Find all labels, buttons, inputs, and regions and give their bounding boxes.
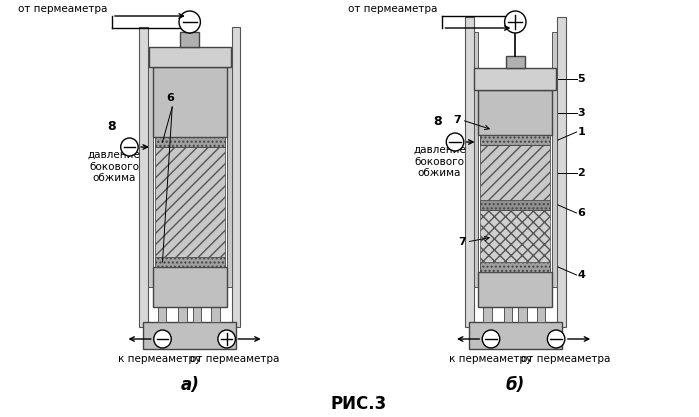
Bar <box>475 68 556 90</box>
Bar <box>504 280 512 322</box>
Bar <box>154 147 224 257</box>
Bar <box>139 27 148 327</box>
Bar <box>178 280 187 322</box>
Text: 7: 7 <box>458 237 466 247</box>
Bar <box>226 47 231 287</box>
Bar <box>480 145 550 200</box>
Text: 8: 8 <box>433 115 442 128</box>
Bar <box>518 280 527 322</box>
Bar <box>557 17 566 327</box>
Bar <box>153 267 226 307</box>
Text: давление
бокового
обжима: давление бокового обжима <box>87 150 140 183</box>
Text: б): б) <box>505 376 525 394</box>
Circle shape <box>121 138 138 156</box>
Bar <box>480 135 550 145</box>
Bar <box>148 47 153 287</box>
Text: 5: 5 <box>577 74 585 84</box>
Text: от пермеаметра: от пермеаметра <box>189 354 279 364</box>
Text: а): а) <box>180 376 199 394</box>
Bar <box>211 280 220 322</box>
Bar <box>480 262 550 272</box>
Bar <box>149 47 231 67</box>
Circle shape <box>179 11 201 33</box>
Bar <box>480 200 550 210</box>
Text: давление
бокового
обжима: давление бокового обжима <box>413 145 466 178</box>
Circle shape <box>218 330 236 348</box>
Text: 8: 8 <box>108 120 116 133</box>
Text: 4: 4 <box>577 270 585 280</box>
Circle shape <box>482 330 500 348</box>
Circle shape <box>547 330 565 348</box>
Text: к пермеаметру: к пермеаметру <box>118 354 201 364</box>
Circle shape <box>154 330 171 348</box>
Bar <box>154 257 224 267</box>
Text: 2: 2 <box>577 168 585 178</box>
Bar <box>193 280 201 322</box>
Text: РИС.3: РИС.3 <box>331 395 387 413</box>
Text: 3: 3 <box>577 108 585 118</box>
Bar <box>478 272 552 307</box>
Bar <box>231 27 240 327</box>
Text: от пермеаметра: от пермеаметра <box>348 4 438 14</box>
Text: от пермеаметра: от пермеаметра <box>521 354 610 364</box>
Bar <box>143 322 236 349</box>
Text: 1: 1 <box>577 127 585 137</box>
Bar <box>552 32 557 287</box>
Bar <box>180 32 199 47</box>
Bar <box>473 32 478 287</box>
Text: 7: 7 <box>453 115 461 125</box>
Circle shape <box>446 133 464 151</box>
Bar <box>537 280 545 322</box>
Bar <box>483 280 492 322</box>
Bar <box>480 210 550 262</box>
Text: 6: 6 <box>166 93 174 103</box>
Bar <box>468 322 562 349</box>
Circle shape <box>505 11 526 33</box>
Text: к пермеаметру: к пермеаметру <box>449 354 533 364</box>
Bar <box>154 137 224 147</box>
Bar <box>478 90 552 135</box>
Bar <box>465 17 473 327</box>
Text: от пермеаметра: от пермеаметра <box>17 4 107 14</box>
Bar <box>153 67 226 137</box>
Text: 6: 6 <box>577 208 585 218</box>
Bar <box>158 280 166 322</box>
Bar <box>505 56 525 68</box>
